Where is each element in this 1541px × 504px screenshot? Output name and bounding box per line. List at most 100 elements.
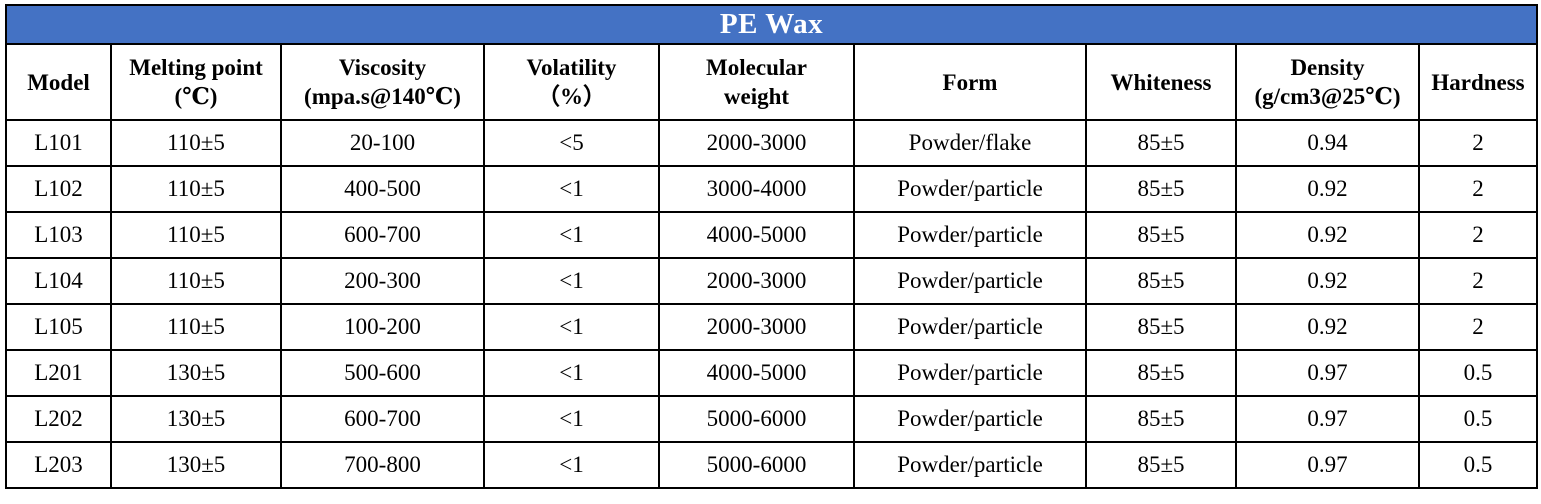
melting-point-cell: 110±5 (110, 165, 282, 213)
melting-point-cell: 130±5 (110, 441, 282, 489)
header-line-2: (mpa.s@140℃) (304, 84, 461, 109)
viscosity-cell: 600-700 (280, 211, 485, 259)
table-body: L101 110±5 20-100 <5 2000-3000 Powder/flake 85… (5, 119, 1538, 489)
form-cell: Powder/particle (853, 303, 1087, 351)
melting-point-cell: 130±5 (110, 395, 282, 443)
header-line-2: （%） (537, 84, 606, 109)
viscosity-cell: 500-600 (280, 349, 485, 397)
form-cell: Powder/particle (853, 165, 1087, 213)
molecular-weight-cell: 5000-6000 (658, 395, 855, 443)
model-cell: L203 (5, 441, 112, 489)
form-cell: Powder/particle (853, 211, 1087, 259)
hardness-cell: 2 (1418, 303, 1538, 351)
molecular-weight-cell: 2000-3000 (658, 303, 855, 351)
col-header-model: Model (5, 43, 112, 121)
form-cell: Powder/flake (853, 119, 1087, 167)
melting-point-cell: 110±5 (110, 119, 282, 167)
col-header-density: Density (g/cm3@25℃) (1235, 43, 1420, 121)
header-line-1: Molecular (706, 55, 807, 80)
hardness-cell: 0.5 (1418, 441, 1538, 489)
whiteness-cell: 85±5 (1085, 165, 1237, 213)
whiteness-cell: 85±5 (1085, 257, 1237, 305)
form-cell: Powder/particle (853, 257, 1087, 305)
molecular-weight-cell: 2000-3000 (658, 119, 855, 167)
header-row: Model Melting point (℃) Viscosity (mpa.s@140… (5, 43, 1538, 121)
whiteness-cell: 85±5 (1085, 349, 1237, 397)
header-line-1: Density (1290, 55, 1365, 80)
table-row: L103 110±5 600-700 <1 4000-5000 Powder/partic… (5, 211, 1538, 259)
table-row: L105 110±5 100-200 <1 2000-3000 Powder/partic… (5, 303, 1538, 351)
form-cell: Powder/particle (853, 441, 1087, 489)
melting-point-cell: 130±5 (110, 349, 282, 397)
volatility-cell: <1 (483, 349, 660, 397)
hardness-cell: 2 (1418, 119, 1538, 167)
volatility-cell: <1 (483, 395, 660, 443)
viscosity-cell: 700-800 (280, 441, 485, 489)
viscosity-cell: 100-200 (280, 303, 485, 351)
form-cell: Powder/particle (853, 395, 1087, 443)
hardness-cell: 2 (1418, 211, 1538, 259)
header-line-1: Form (942, 69, 998, 95)
table-title: PE Wax (5, 4, 1538, 45)
col-header-form: Form (853, 43, 1087, 121)
density-cell: 0.92 (1235, 257, 1420, 305)
volatility-cell: <1 (483, 257, 660, 305)
volatility-cell: <1 (483, 165, 660, 213)
col-header-hardness: Hardness (1418, 43, 1538, 121)
title-row: PE Wax (5, 4, 1538, 45)
whiteness-cell: 85±5 (1085, 119, 1237, 167)
table-row: L104 110±5 200-300 <1 2000-3000 Powder/partic… (5, 257, 1538, 305)
molecular-weight-cell: 2000-3000 (658, 257, 855, 305)
whiteness-cell: 85±5 (1085, 303, 1237, 351)
header-line-1: Volatility (526, 55, 617, 80)
melting-point-cell: 110±5 (110, 211, 282, 259)
whiteness-cell: 85±5 (1085, 441, 1237, 489)
hardness-cell: 2 (1418, 165, 1538, 213)
pe-wax-spec-table: PE Wax Model Melting point (℃) Viscosity (mp… (5, 4, 1538, 489)
density-cell: 0.92 (1235, 303, 1420, 351)
melting-point-cell: 110±5 (110, 303, 282, 351)
density-cell: 0.97 (1235, 395, 1420, 443)
form-cell: Powder/particle (853, 349, 1087, 397)
viscosity-cell: 400-500 (280, 165, 485, 213)
density-cell: 0.92 (1235, 165, 1420, 213)
table-row: L203 130±5 700-800 <1 5000-6000 Powder/partic… (5, 441, 1538, 489)
molecular-weight-cell: 4000-5000 (658, 349, 855, 397)
viscosity-cell: 200-300 (280, 257, 485, 305)
spec-table-container: PE Wax Model Melting point (℃) Viscosity (mp… (5, 4, 1538, 489)
volatility-cell: <1 (483, 303, 660, 351)
melting-point-cell: 110±5 (110, 257, 282, 305)
density-cell: 0.94 (1235, 119, 1420, 167)
header-line-1: Viscosity (338, 55, 427, 80)
col-header-whiteness: Whiteness (1085, 43, 1237, 121)
model-cell: L104 (5, 257, 112, 305)
header-line-1: Whiteness (1110, 69, 1212, 95)
model-cell: L103 (5, 211, 112, 259)
density-cell: 0.97 (1235, 349, 1420, 397)
header-line-2: (g/cm3@25℃) (1254, 84, 1401, 109)
model-cell: L201 (5, 349, 112, 397)
density-cell: 0.92 (1235, 211, 1420, 259)
hardness-cell: 2 (1418, 257, 1538, 305)
model-cell: L102 (5, 165, 112, 213)
header-line-1: Hardness (1431, 69, 1525, 95)
table-row: L101 110±5 20-100 <5 2000-3000 Powder/flake 85… (5, 119, 1538, 167)
viscosity-cell: 600-700 (280, 395, 485, 443)
col-header-volatility: Volatility （%） (483, 43, 660, 121)
molecular-weight-cell: 3000-4000 (658, 165, 855, 213)
col-header-viscosity: Viscosity (mpa.s@140℃) (280, 43, 485, 121)
molecular-weight-cell: 5000-6000 (658, 441, 855, 489)
volatility-cell: <5 (483, 119, 660, 167)
density-cell: 0.97 (1235, 441, 1420, 489)
header-line-1: Model (27, 69, 90, 95)
model-cell: L105 (5, 303, 112, 351)
table-row: L201 130±5 500-600 <1 4000-5000 Powder/partic… (5, 349, 1538, 397)
col-header-molecular-weight: Molecular weight (658, 43, 855, 121)
table-row: L102 110±5 400-500 <1 3000-4000 Powder/partic… (5, 165, 1538, 213)
table-row: L202 130±5 600-700 <1 5000-6000 Powder/partic… (5, 395, 1538, 443)
hardness-cell: 0.5 (1418, 349, 1538, 397)
model-cell: L202 (5, 395, 112, 443)
header-line-2: weight (723, 84, 790, 109)
hardness-cell: 0.5 (1418, 395, 1538, 443)
viscosity-cell: 20-100 (280, 119, 485, 167)
